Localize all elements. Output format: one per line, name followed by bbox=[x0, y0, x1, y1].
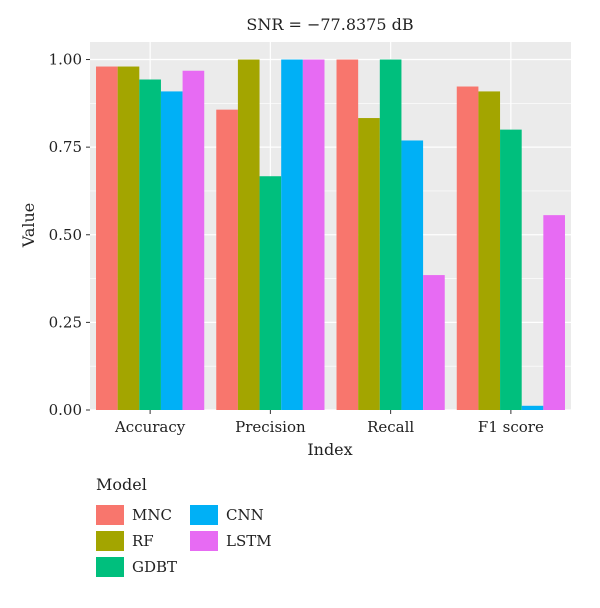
y-tick-label: 0.50 bbox=[49, 226, 82, 244]
y-tick-label: 0.75 bbox=[49, 138, 82, 156]
y-tick-label: 1.00 bbox=[49, 51, 82, 69]
bar-mnc-f1-score bbox=[456, 86, 479, 411]
legend-label-gdbt: GDBT bbox=[132, 558, 177, 576]
legend-key-cnn bbox=[190, 505, 218, 525]
legend-label-cnn: CNN bbox=[226, 506, 264, 524]
bar-mnc-accuracy bbox=[96, 66, 118, 411]
bar-lstm-recall bbox=[423, 275, 445, 410]
bar-rf-f1-score bbox=[478, 91, 501, 410]
legend-label-mnc: MNC bbox=[132, 506, 172, 524]
x-axis: Accuracy Precision Recall F1 score bbox=[114, 410, 544, 436]
bar-gdbt-recall bbox=[379, 59, 402, 411]
bar-gdbt-f1-score bbox=[500, 129, 522, 410]
bar-mnc-recall bbox=[336, 59, 359, 411]
x-tick-label: Recall bbox=[367, 418, 414, 436]
x-tick-label: Precision bbox=[235, 418, 306, 436]
legend-label-lstm: LSTM bbox=[226, 532, 272, 550]
bar-mnc-precision bbox=[216, 109, 238, 410]
y-tick-label: 0.25 bbox=[49, 313, 82, 331]
x-axis-title: Index bbox=[307, 440, 352, 459]
bar-lstm-precision bbox=[302, 59, 325, 411]
bar-cnn-f1-score bbox=[521, 405, 544, 410]
y-tick-label: 0.00 bbox=[49, 401, 82, 419]
y-axis-title: Value bbox=[19, 203, 38, 249]
x-tick-label: F1 score bbox=[478, 418, 544, 436]
legend-key-lstm bbox=[190, 531, 218, 551]
bars bbox=[96, 59, 565, 411]
legend-title: Model bbox=[96, 475, 147, 494]
legend-label-rf: RF bbox=[132, 532, 154, 550]
bar-rf-accuracy bbox=[117, 66, 140, 411]
chart-title: SNR = −77.8375 dB bbox=[246, 15, 413, 34]
bar-rf-precision bbox=[237, 59, 260, 411]
bar-lstm-accuracy bbox=[182, 70, 205, 410]
x-tick-label: Accuracy bbox=[114, 418, 186, 436]
legend-key-rf bbox=[96, 531, 124, 551]
bar-gdbt-precision bbox=[259, 176, 282, 410]
bar-rf-recall bbox=[358, 118, 380, 410]
bar-cnn-precision bbox=[281, 59, 303, 411]
bar-cnn-accuracy bbox=[160, 91, 183, 410]
legend-key-gdbt bbox=[96, 557, 124, 577]
y-axis: 0.00 0.25 0.50 0.75 1.00 bbox=[49, 51, 90, 419]
legend: Model MNC RF GDBT CNN LSTM bbox=[96, 475, 272, 577]
bar-gdbt-accuracy bbox=[139, 79, 161, 411]
legend-key-mnc bbox=[96, 505, 124, 525]
bar-lstm-f1-score bbox=[543, 215, 565, 410]
bar-cnn-recall bbox=[401, 140, 424, 410]
